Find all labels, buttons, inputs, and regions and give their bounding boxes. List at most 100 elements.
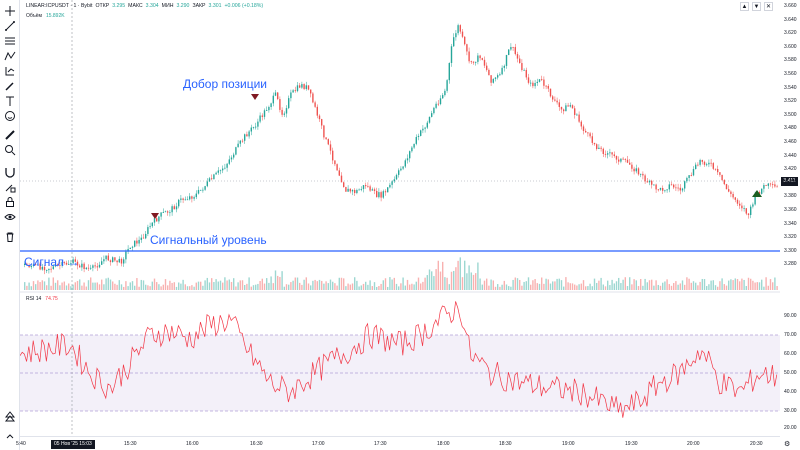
close-pane-button[interactable]: ✕ <box>764 2 773 11</box>
candle-body <box>633 168 635 172</box>
volume-bar <box>622 279 624 290</box>
rsi-line <box>20 301 778 418</box>
candle-body <box>138 239 140 244</box>
high-value: 3.304 <box>145 3 159 9</box>
candle-body <box>413 143 415 148</box>
emoji-icon[interactable] <box>3 109 17 123</box>
candle-body <box>398 170 400 175</box>
candle-body <box>195 193 197 198</box>
candle-body <box>677 187 679 189</box>
candle-body <box>182 198 184 200</box>
move-up-button[interactable]: ▲ <box>740 2 749 11</box>
time-axis[interactable] <box>20 436 780 450</box>
zoom-icon[interactable] <box>3 143 17 157</box>
volume-bar <box>508 286 510 290</box>
price-axis[interactable] <box>780 0 800 450</box>
volume-bar <box>180 283 182 290</box>
candle-body <box>272 95 274 104</box>
candle-body <box>235 147 237 155</box>
rsi-value: 74.75 <box>45 296 58 302</box>
pattern-icon[interactable] <box>3 49 17 63</box>
candle-body <box>750 206 752 215</box>
volume-bar <box>81 285 83 290</box>
volume-bar <box>580 283 582 290</box>
candle-body <box>640 173 642 175</box>
eye-icon[interactable] <box>3 210 17 224</box>
rsi-legend[interactable]: RSI 14 74.75 <box>26 296 58 302</box>
ruler-icon[interactable] <box>3 128 17 142</box>
candle-body <box>607 153 609 155</box>
volume-bar <box>270 276 272 290</box>
symbol-name[interactable]: LINEAR:ICPUSDT · 1 · Bybit <box>26 3 93 9</box>
text-icon[interactable] <box>3 94 17 108</box>
volume-bar <box>343 278 345 290</box>
candle-body <box>516 54 519 59</box>
projection-icon[interactable] <box>3 64 17 78</box>
volume-bar <box>318 279 321 290</box>
volume-bar <box>96 282 98 290</box>
volume-legend[interactable]: Объём 15.892K <box>26 13 65 19</box>
move-down-button[interactable]: ▼ <box>752 2 761 11</box>
volume-bar <box>600 277 602 290</box>
volume-bar <box>587 286 589 290</box>
candle-body <box>136 240 138 244</box>
volume-bar <box>479 278 481 290</box>
volume-bar <box>613 283 615 290</box>
volume-bar <box>175 286 178 290</box>
signal-label[interactable]: Сигнал → <box>24 255 80 269</box>
volume-bar <box>274 270 277 290</box>
volume-bar <box>626 286 629 290</box>
collapse-icon[interactable] <box>3 430 17 444</box>
volume-bar <box>277 275 279 290</box>
price-tick: 3.660 <box>784 3 797 9</box>
candle-body <box>424 127 426 129</box>
candle-body <box>514 47 516 55</box>
volume-bar <box>415 281 417 290</box>
volume-bar <box>204 280 206 290</box>
volume-bar <box>453 270 455 290</box>
candle-body <box>380 192 382 198</box>
candle-body <box>567 105 569 107</box>
candle-body <box>591 136 593 143</box>
magnet-icon[interactable] <box>3 165 17 179</box>
settings-icon[interactable]: ⚙ <box>784 441 791 448</box>
crosshair-icon[interactable] <box>3 4 17 18</box>
signal-level-label[interactable]: Сигнальный уровень <box>150 233 267 247</box>
lock-icon[interactable] <box>3 195 17 209</box>
candle-body <box>767 183 769 186</box>
volume-bar <box>296 277 299 290</box>
volume-bar <box>365 281 367 290</box>
add-position-label[interactable]: Добор позиции <box>183 77 268 91</box>
candle-body <box>521 63 523 71</box>
trash-icon[interactable] <box>3 230 17 244</box>
brush-icon[interactable] <box>3 79 17 93</box>
change-value: +0.006 (+0.18%) <box>224 3 264 9</box>
symbol-legend[interactable]: LINEAR:ICPUSDT · 1 · Bybit ОТКР 3.295 МА… <box>26 3 263 9</box>
price-chart[interactable] <box>20 0 780 436</box>
price-tick: 3.460 <box>784 139 797 145</box>
candle-body <box>723 180 725 185</box>
candle-body <box>90 267 92 269</box>
candle-body <box>503 65 505 68</box>
volume-bar <box>24 282 26 290</box>
candle-body <box>76 261 79 266</box>
candle-body <box>318 115 321 120</box>
volume-bar <box>710 280 712 290</box>
fib-icon[interactable] <box>3 34 17 48</box>
trendline-icon[interactable] <box>3 19 17 33</box>
price-tick: 3.560 <box>784 71 797 77</box>
lock-drawing-icon[interactable] <box>3 180 17 194</box>
tree-icon[interactable] <box>3 410 17 424</box>
volume-bar <box>101 279 103 290</box>
candle-body <box>417 135 420 138</box>
chart-area[interactable] <box>20 0 780 436</box>
volume-bar <box>57 280 59 290</box>
volume-bar <box>215 279 217 290</box>
candle-body <box>103 259 105 262</box>
candle-body <box>345 187 347 192</box>
volume-bar <box>30 286 32 290</box>
volume-bar <box>76 280 79 290</box>
volume-bar <box>285 284 288 290</box>
volume-bar <box>252 285 255 290</box>
candle-body <box>30 266 32 268</box>
